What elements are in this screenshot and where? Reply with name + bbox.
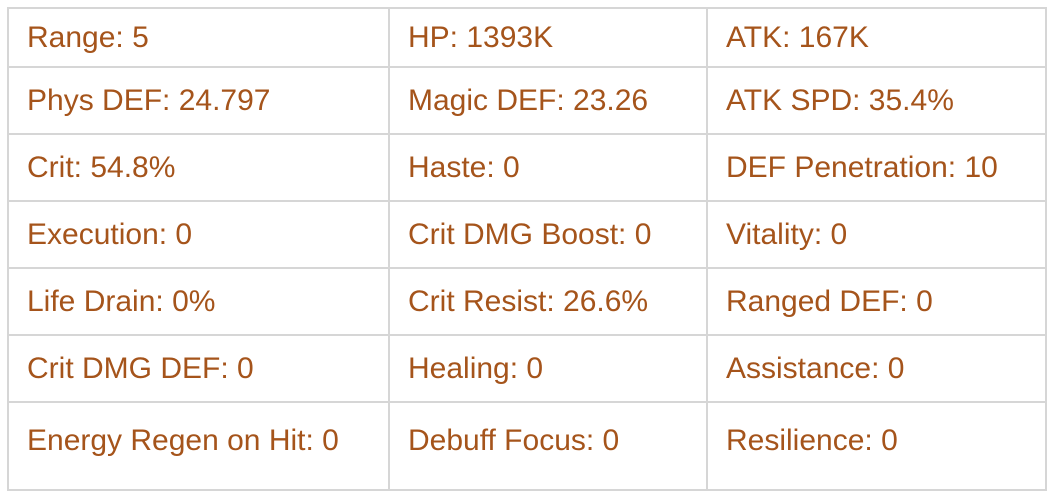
stat-cell-crit: Crit: 54.8% [7,133,390,202]
stat-cell-hp: HP: 1393K [388,7,708,68]
stat-cell-life-drain: Life Drain: 0% [7,267,390,336]
stat-cell-energy-regen-on-hit: Energy Regen on Hit: 0 [7,401,390,491]
stat-cell-phys-def: Phys DEF: 24.797 [7,66,390,135]
stat-cell-haste: Haste: 0 [388,133,708,202]
table-row: Crit DMG DEF: 0 Healing: 0 Assistance: 0 [7,334,1047,403]
stat-cell-def-penetration: DEF Penetration: 10 [706,133,1047,202]
table-row: Phys DEF: 24.797 Magic DEF: 23.26 ATK SP… [7,66,1047,135]
table-row: Range: 5 HP: 1393K ATK: 167K [7,7,1047,68]
stat-cell-crit-resist: Crit Resist: 26.6% [388,267,708,336]
stat-cell-magic-def: Magic DEF: 23.26 [388,66,708,135]
stat-cell-crit-dmg-boost: Crit DMG Boost: 0 [388,200,708,269]
stat-cell-ranged-def: Ranged DEF: 0 [706,267,1047,336]
stat-cell-vitality: Vitality: 0 [706,200,1047,269]
stat-cell-resilience: Resilience: 0 [706,401,1047,491]
stat-cell-execution: Execution: 0 [7,200,390,269]
table-row: Life Drain: 0% Crit Resist: 26.6% Ranged… [7,267,1047,336]
stat-cell-crit-dmg-def: Crit DMG DEF: 0 [7,334,390,403]
stat-cell-assistance: Assistance: 0 [706,334,1047,403]
stat-cell-atk: ATK: 167K [706,7,1047,68]
stat-cell-range: Range: 5 [7,7,390,68]
stat-cell-healing: Healing: 0 [388,334,708,403]
table-row: Energy Regen on Hit: 0 Debuff Focus: 0 R… [7,401,1047,491]
stat-cell-atk-spd: ATK SPD: 35.4% [706,66,1047,135]
table-row: Crit: 54.8% Haste: 0 DEF Penetration: 10 [7,133,1047,202]
stat-cell-debuff-focus: Debuff Focus: 0 [388,401,708,491]
stats-table: Range: 5 HP: 1393K ATK: 167K Phys DEF: 2… [7,7,1047,491]
table-row: Execution: 0 Crit DMG Boost: 0 Vitality:… [7,200,1047,269]
